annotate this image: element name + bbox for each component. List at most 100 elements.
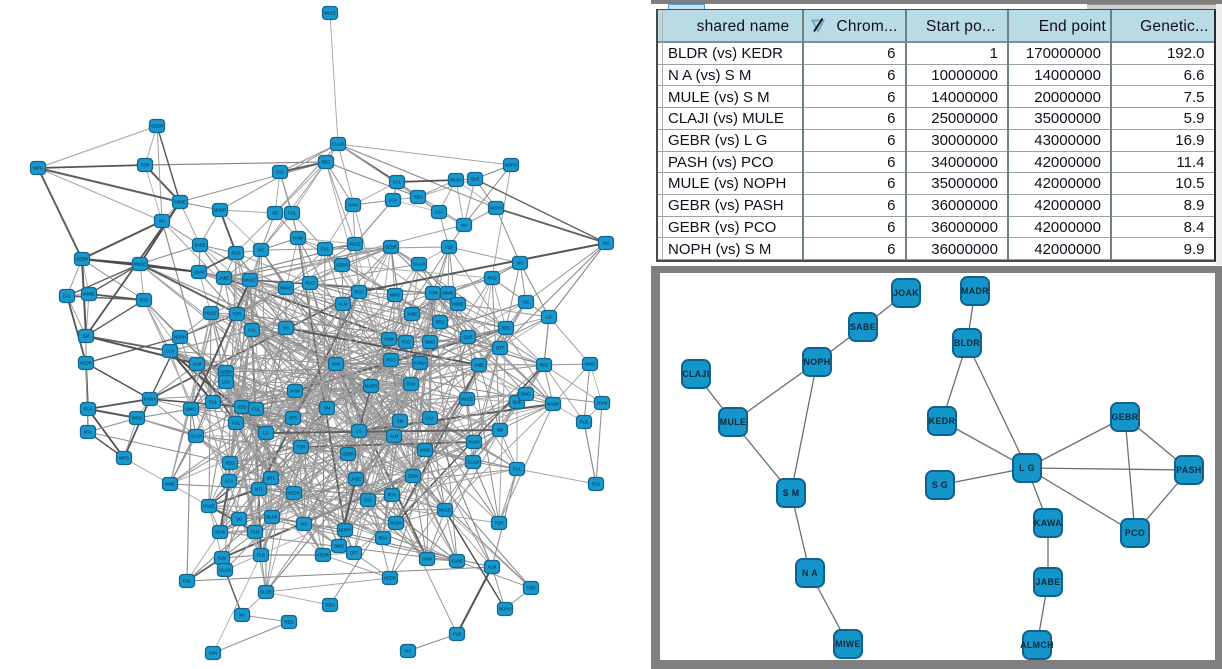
- svg-text:JABE: JABE: [407, 312, 418, 317]
- svg-text:SABE: SABE: [850, 322, 876, 332]
- svg-text:TOR: TOR: [141, 163, 150, 168]
- svg-text:SM: SM: [497, 428, 504, 433]
- svg-text:REG: REG: [413, 195, 422, 200]
- svg-text:RCA: RCA: [379, 536, 388, 541]
- svg-text:MULE: MULE: [349, 242, 361, 247]
- svg-text:BMO: BMO: [425, 340, 435, 345]
- svg-text:CLAJI: CLAJI: [332, 142, 343, 147]
- svg-text:PCO: PCO: [387, 493, 397, 498]
- svg-text:KEDR: KEDR: [80, 361, 92, 366]
- svg-text:MULE: MULE: [205, 311, 217, 316]
- svg-text:MULE: MULE: [203, 504, 215, 509]
- svg-text:LG: LG: [546, 315, 552, 320]
- svg-text:HAM: HAM: [293, 236, 303, 241]
- svg-text:JABE: JABE: [219, 276, 230, 281]
- svg-text:CLAJI: CLAJI: [190, 434, 201, 439]
- svg-text:WND: WND: [165, 482, 175, 487]
- svg-text:JOAK: JOAK: [194, 270, 205, 275]
- svg-text:SABE: SABE: [194, 243, 205, 248]
- svg-text:FUL: FUL: [183, 579, 192, 584]
- svg-text:SM: SM: [324, 406, 331, 411]
- svg-text:OTT: OTT: [350, 551, 359, 556]
- svg-text:VIC: VIC: [283, 326, 290, 331]
- svg-text:MULE: MULE: [244, 278, 256, 283]
- svg-text:NA: NA: [461, 223, 467, 228]
- svg-text:MADR: MADR: [214, 208, 226, 213]
- svg-text:WND: WND: [585, 362, 595, 367]
- svg-text:NOPH: NOPH: [499, 607, 511, 612]
- svg-text:BLDR: BLDR: [954, 338, 980, 348]
- svg-text:CLAJI: CLAJI: [413, 262, 424, 267]
- svg-text:CAL: CAL: [393, 180, 402, 185]
- svg-text:CLAJI: CLAJI: [682, 369, 709, 379]
- svg-text:TOR: TOR: [233, 312, 242, 317]
- svg-text:WPG: WPG: [390, 293, 400, 298]
- svg-text:MULE: MULE: [720, 417, 747, 427]
- svg-text:MADR: MADR: [547, 402, 559, 407]
- svg-text:KAWA: KAWA: [144, 397, 156, 402]
- svg-text:OTT: OTT: [289, 416, 298, 421]
- svg-text:WND: WND: [420, 448, 430, 453]
- svg-text:ALM: ALM: [390, 434, 399, 439]
- svg-text:PLB: PLB: [580, 420, 588, 425]
- svg-text:ALMCH: ALMCH: [1020, 640, 1054, 650]
- svg-text:PCO: PCO: [354, 290, 364, 295]
- svg-text:FUL: FUL: [321, 247, 330, 252]
- svg-text:VIC: VIC: [258, 248, 265, 253]
- svg-text:PLB: PLB: [445, 245, 453, 250]
- svg-text:JOAK: JOAK: [597, 401, 608, 406]
- svg-text:WPG: WPG: [119, 456, 129, 461]
- svg-text:ALM: ALM: [218, 556, 227, 561]
- svg-text:PASH: PASH: [1176, 465, 1201, 475]
- svg-text:TOR: TOR: [297, 445, 306, 450]
- svg-text:GEBR: GEBR: [1111, 412, 1138, 422]
- svg-text:REG: REG: [501, 326, 510, 331]
- svg-text:KEDR: KEDR: [929, 416, 956, 426]
- svg-text:TOR: TOR: [527, 586, 536, 591]
- svg-text:REG: REG: [225, 461, 234, 466]
- svg-text:QUE: QUE: [463, 335, 472, 340]
- svg-text:ALM: ALM: [339, 302, 348, 307]
- svg-text:MTL: MTL: [84, 430, 93, 435]
- svg-text:PCO: PCO: [231, 251, 241, 256]
- svg-text:MIWE: MIWE: [442, 291, 454, 296]
- svg-text:EDM: EDM: [408, 474, 418, 479]
- svg-text:SABE: SABE: [451, 559, 462, 564]
- svg-text:TOR: TOR: [495, 521, 504, 526]
- svg-text:CAL: CAL: [248, 328, 257, 333]
- svg-text:VIC: VIC: [159, 219, 166, 224]
- svg-text:PCO: PCO: [386, 358, 396, 363]
- svg-text:REG: REG: [435, 320, 444, 325]
- svg-text:CAL: CAL: [276, 170, 285, 175]
- svg-text:KEDR: KEDR: [384, 576, 396, 581]
- svg-text:MIWE: MIWE: [280, 286, 292, 291]
- svg-text:LCA: LCA: [389, 198, 397, 203]
- svg-text:PASH: PASH: [390, 521, 401, 526]
- svg-text:PLB: PLB: [251, 530, 259, 535]
- svg-text:NA: NA: [239, 613, 245, 618]
- svg-text:CLAJI: CLAJI: [219, 568, 230, 573]
- svg-text:PCO: PCO: [406, 382, 416, 387]
- svg-text:FUL: FUL: [232, 421, 241, 426]
- svg-text:MULE: MULE: [461, 397, 473, 402]
- svg-text:REG: REG: [539, 363, 548, 368]
- svg-text:MADR: MADR: [365, 384, 377, 389]
- svg-text:PASH: PASH: [468, 440, 479, 445]
- svg-text:PASH: PASH: [450, 178, 461, 183]
- svg-text:PCO: PCO: [401, 340, 411, 345]
- svg-text:SG: SG: [236, 517, 242, 522]
- svg-text:PCO: PCO: [305, 281, 315, 286]
- svg-text:OTT: OTT: [496, 346, 505, 351]
- svg-text:PLB: PLB: [453, 632, 461, 637]
- svg-text:BMO: BMO: [186, 407, 196, 412]
- svg-text:HAM: HAM: [348, 203, 358, 208]
- svg-text:MULE: MULE: [324, 11, 336, 16]
- svg-text:WPG: WPG: [132, 416, 142, 421]
- svg-text:REG: REG: [325, 603, 334, 608]
- svg-text:FUL: FUL: [252, 407, 261, 412]
- svg-text:BLDR: BLDR: [266, 515, 277, 520]
- svg-text:QUE: QUE: [512, 400, 521, 405]
- svg-text:LG: LG: [263, 431, 269, 436]
- svg-text:SM: SM: [397, 419, 404, 424]
- svg-text:VIC: VIC: [517, 261, 524, 266]
